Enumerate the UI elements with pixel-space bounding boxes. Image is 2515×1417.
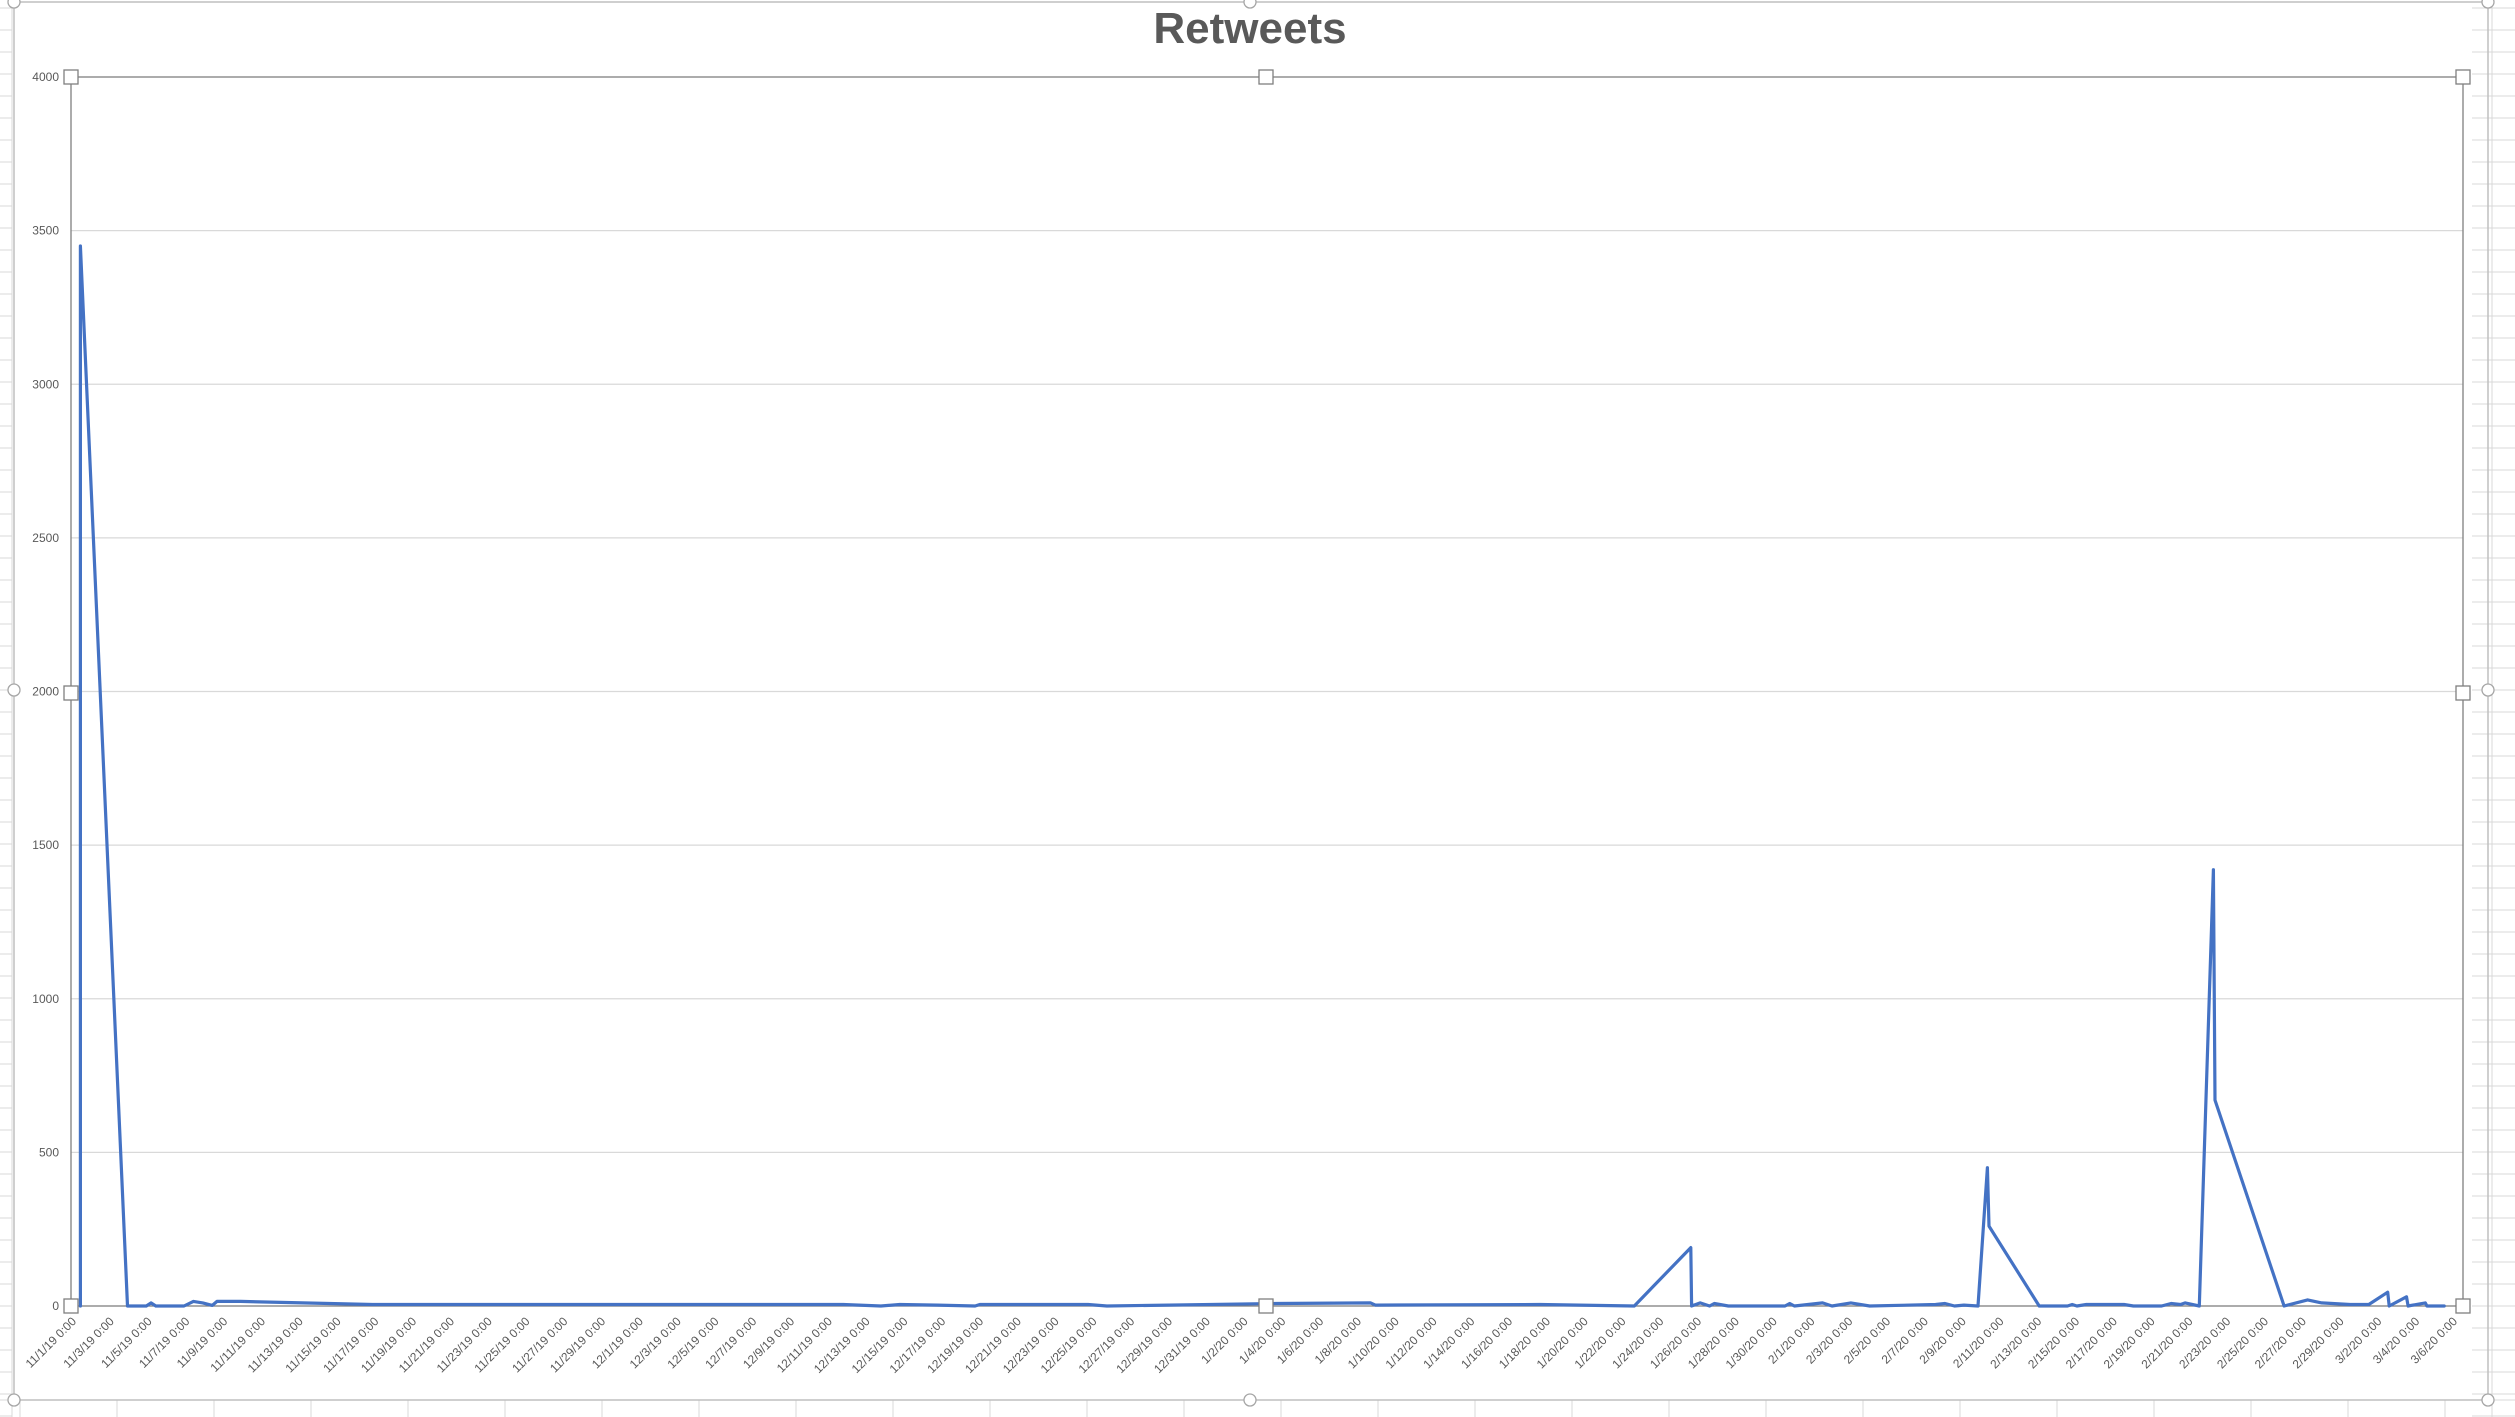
y-tick-label: 1500 bbox=[32, 838, 59, 852]
chart-resize-handle[interactable] bbox=[7, 0, 21, 9]
chart-title[interactable]: Retweets bbox=[1153, 4, 1347, 53]
gridlines bbox=[71, 76, 2463, 1307]
y-tick-label: 2500 bbox=[32, 531, 59, 545]
series-layer bbox=[78, 244, 2446, 1308]
y-tick-label: 500 bbox=[39, 1145, 59, 1159]
plot-area-resize-handle[interactable] bbox=[2455, 1298, 2471, 1314]
series-line-retweets bbox=[78, 244, 2446, 1308]
chart-resize-handle[interactable] bbox=[2481, 683, 2495, 697]
plot-area-resize-handle[interactable] bbox=[63, 1298, 79, 1314]
chart-resize-handle[interactable] bbox=[7, 1393, 21, 1407]
chart-resize-handle[interactable] bbox=[2481, 0, 2495, 9]
y-tick-label: 0 bbox=[52, 1299, 59, 1313]
chart-resize-handle[interactable] bbox=[7, 683, 21, 697]
y-tick-label: 1000 bbox=[32, 992, 59, 1006]
y-tick-label: 4000 bbox=[32, 70, 59, 84]
chart-resize-handle[interactable] bbox=[1243, 1393, 1257, 1407]
y-tick-label: 2000 bbox=[32, 685, 59, 699]
plot-area-resize-handle[interactable] bbox=[1258, 69, 1274, 85]
plot-area-resize-handle[interactable] bbox=[63, 69, 79, 85]
y-tick-label: 3000 bbox=[32, 377, 59, 391]
chart-area-border bbox=[13, 1, 2489, 1401]
plot-area-resize-handle[interactable] bbox=[2455, 685, 2471, 701]
plot-area-resize-handle[interactable] bbox=[2455, 69, 2471, 85]
chart-resize-handle[interactable] bbox=[2481, 1393, 2495, 1407]
y-axis-tick-labels: 0 500 1000 1500 2000 2500 3000 3500 4000 bbox=[32, 70, 59, 1313]
selection-handles[interactable] bbox=[7, 0, 2495, 1407]
plot-area-resize-handle[interactable] bbox=[63, 685, 79, 701]
chart-resize-handle[interactable] bbox=[1243, 0, 1257, 9]
y-tick-label: 3500 bbox=[32, 224, 59, 238]
plot-area-resize-handle[interactable] bbox=[1258, 1298, 1274, 1314]
